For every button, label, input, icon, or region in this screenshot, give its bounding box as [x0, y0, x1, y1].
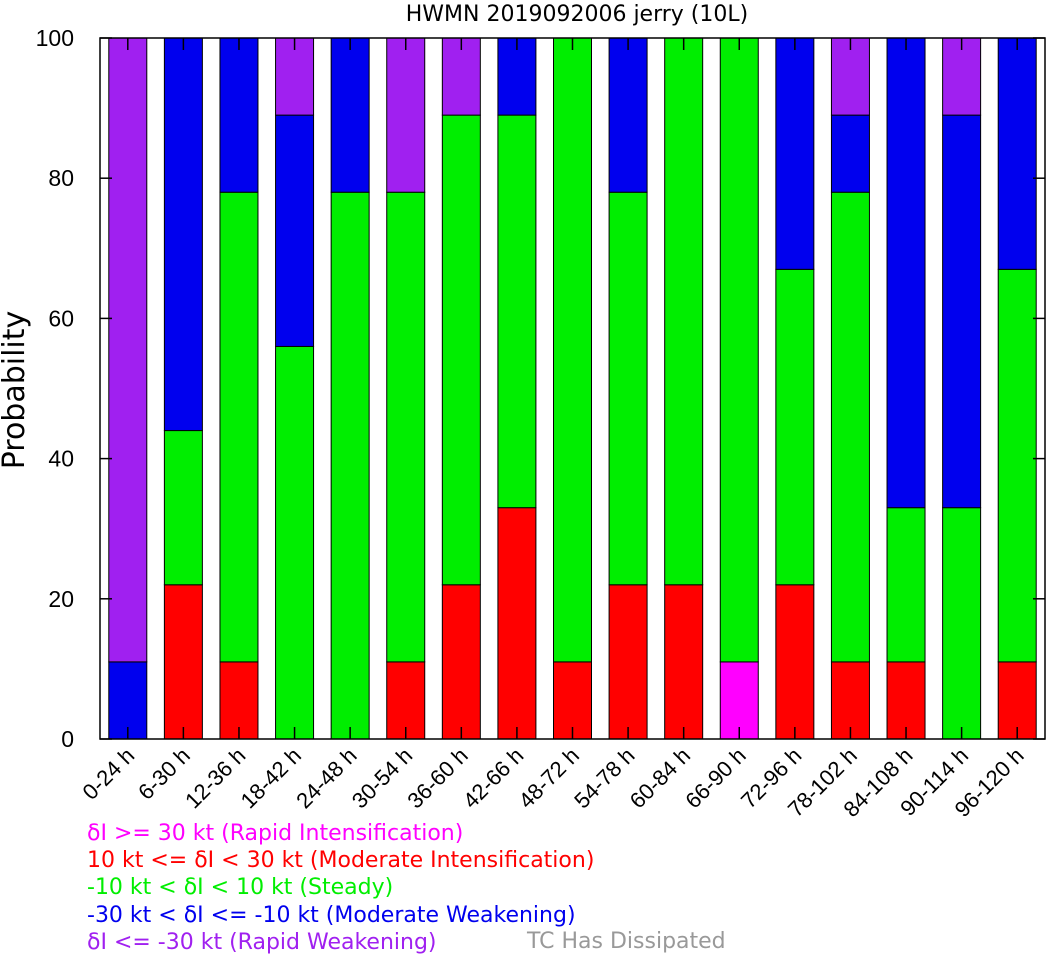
- bar-segment-54-78h-s2: [608, 191, 648, 586]
- bar-segment-60-84h-s2: [664, 37, 704, 586]
- bar-segment-66-90h-s0: [719, 661, 759, 740]
- bar-segment-30-54h-s1: [386, 661, 426, 740]
- bar-segment-12-36h-s1: [219, 661, 259, 740]
- y-tick-label: 80: [48, 165, 74, 191]
- bar-segment-72-96h-s2: [775, 268, 815, 586]
- x-tick-label: 24-48 h: [291, 743, 361, 813]
- bar-segment-84-108h-s1: [886, 661, 926, 740]
- bar-segment-30-54h-s4: [386, 37, 426, 193]
- y-tick-labels: 0 20 40 60 80 100: [36, 25, 74, 752]
- bar-segment-42-66h-s1: [497, 507, 537, 740]
- bar-segment-24-48h-s2: [330, 191, 370, 740]
- x-tick-label: 0-24 h: [78, 743, 140, 805]
- legend-moderate-intensification: 10 kt <= δI < 30 kt (Moderate Intensific…: [87, 848, 595, 874]
- bar-segment-0-24h-s4: [108, 37, 148, 663]
- bar-segment-42-66h-s2: [497, 114, 537, 509]
- bar-segment-96-120h-s2: [997, 268, 1037, 663]
- bar-segment-78-102h-s4: [830, 37, 870, 116]
- y-tick-label: 0: [61, 726, 74, 752]
- legend-moderate-weakening: -30 kt < δI <= -10 kt (Moderate Weakenin…: [87, 902, 576, 928]
- bar-segment-84-108h-s2: [886, 507, 926, 663]
- bar-segment-48-72h-s2: [553, 37, 592, 663]
- x-tick-label: 48-72 h: [514, 743, 584, 813]
- x-tick-label: 54-78 h: [569, 743, 639, 813]
- bar-segment-24-48h-s3: [330, 37, 370, 193]
- x-tick-label: 60-84 h: [625, 743, 695, 813]
- axes: [99, 37, 1046, 740]
- bar-segment-18-42h-s2: [275, 345, 315, 740]
- bar-segment-72-96h-s1: [775, 584, 815, 740]
- bar-segment-54-78h-s3: [608, 37, 648, 193]
- bar-segment-60-84h-s1: [664, 584, 704, 740]
- bar-segment-84-108h-s3: [886, 37, 926, 509]
- bar-segment-90-114h-s2: [942, 507, 982, 740]
- y-axis-label: Probability: [0, 311, 32, 470]
- bar-segment-18-42h-s3: [275, 114, 315, 347]
- y-tick-label: 100: [36, 25, 74, 51]
- legend-steady: -10 kt < δI < 10 kt (Steady): [87, 875, 394, 901]
- y-tick-label: 40: [48, 446, 74, 472]
- bar-segment-54-78h-s1: [608, 584, 648, 740]
- y-tick-label: 20: [48, 586, 74, 612]
- bar-segment-36-60h-s4: [441, 37, 481, 116]
- y-tick-label: 60: [48, 305, 74, 331]
- bars: [108, 37, 1037, 740]
- bar-segment-30-54h-s2: [386, 191, 426, 663]
- bar-segment-12-36h-s2: [219, 191, 259, 663]
- bar-segment-36-60h-s2: [441, 114, 481, 586]
- bar-segment-6-30h-s1: [163, 584, 203, 740]
- x-tick-label: 42-66 h: [458, 743, 528, 813]
- bar-segment-90-114h-s3: [942, 114, 982, 509]
- legend: δI >= 30 kt (Rapid Intensification) 10 k…: [87, 820, 594, 956]
- legend-rapid-intensification: δI >= 30 kt (Rapid Intensification): [87, 821, 464, 846]
- bar-segment-96-120h-s3: [997, 37, 1037, 270]
- bar-segment-36-60h-s1: [441, 584, 481, 740]
- bar-segment-78-102h-s3: [830, 114, 870, 193]
- bar-segment-78-102h-s2: [830, 191, 870, 663]
- bar-segment-6-30h-s3: [163, 37, 203, 432]
- x-tick-label: 30-54 h: [347, 743, 417, 813]
- x-tick-label: 66-90 h: [680, 743, 750, 813]
- bar-segment-12-36h-s3: [219, 37, 259, 193]
- bar-segment-0-24h-s3: [108, 661, 148, 740]
- legend-rapid-weakening: δI <= -30 kt (Rapid Weakening): [87, 929, 437, 955]
- bar-segment-66-90h-s2: [719, 37, 759, 663]
- bar-segment-42-66h-s3: [497, 37, 537, 116]
- x-tick-labels: 0-24 h6-30 h12-36 h18-42 h24-48 h30-54 h…: [78, 743, 1029, 822]
- bar-segment-90-114h-s4: [942, 37, 982, 116]
- bar-segment-6-30h-s2: [163, 430, 203, 586]
- x-tick-label: 36-60 h: [402, 743, 472, 813]
- legend-tc-dissipated: TC Has Dissipated: [527, 929, 726, 954]
- x-tick-label: 18-42 h: [236, 743, 306, 813]
- x-tick-label: 12-36 h: [180, 743, 250, 813]
- chart-title: HWMN 2019092006 jerry (10L): [406, 2, 748, 27]
- bar-segment-72-96h-s3: [775, 37, 815, 270]
